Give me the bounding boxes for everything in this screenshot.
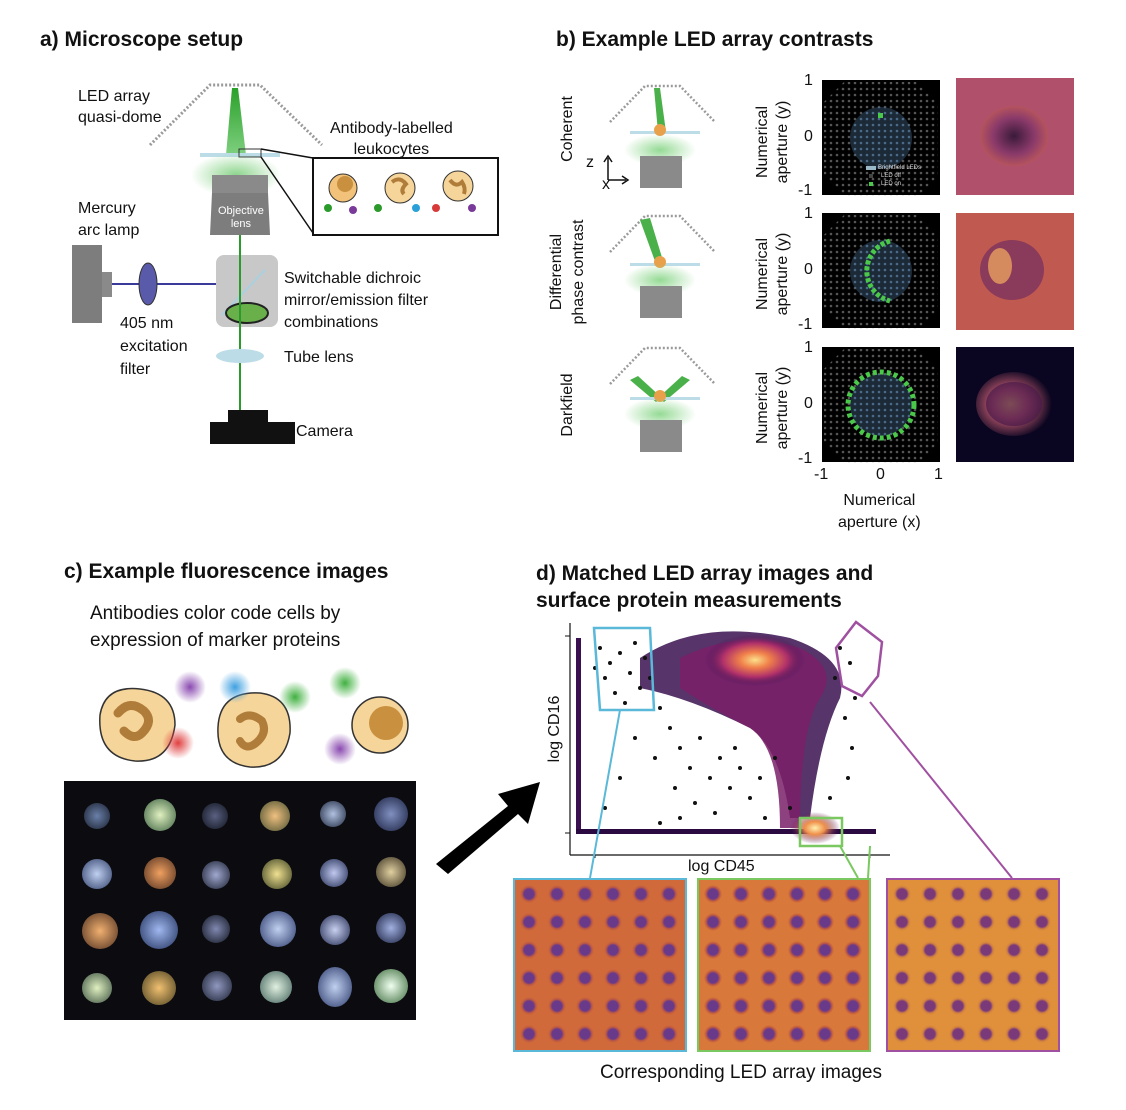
- fluorescence-image-grid: [64, 781, 416, 1020]
- row-label-dpc: Differential phase contrast: [548, 219, 587, 325]
- na-x-label: Numerical aperture (x): [838, 492, 921, 531]
- caption-led-images: Corresponding LED array images: [600, 1062, 882, 1083]
- na-y-label-1: Numerical aperture (y): [754, 100, 791, 184]
- tick-y-1-mid: 0: [804, 128, 813, 145]
- tick-y-1-bot: -1: [798, 182, 813, 199]
- x-axis-label: log CD45: [688, 858, 755, 875]
- na-y-label-2: Numerical aperture (y): [754, 232, 791, 316]
- legend-led-off: LED off: [881, 173, 901, 179]
- led-array-label: LED array quasi-dome: [78, 88, 162, 126]
- na-plots: [822, 80, 940, 463]
- panel-c-subtitle: Antibodies color code cells by expressio…: [90, 603, 341, 651]
- illumination-diagrams: [603, 84, 716, 452]
- purple-gate-image-grid: [886, 878, 1060, 1052]
- panel-d-title: d) Matched LED array images and surface …: [536, 562, 874, 612]
- tick-y-3-bot: -1: [798, 450, 813, 467]
- na-legend: Brightfield LEDs LED off LED on: [866, 164, 938, 188]
- dichroic-label: Switchable dichroic mirror/emission filt…: [284, 270, 429, 331]
- tick-y-1-top: 1: [804, 72, 813, 89]
- antibody-label: Antibody-labelled leukocytes: [330, 120, 453, 158]
- panel-c-title: c) Example fluorescence images: [64, 560, 389, 583]
- row-label-darkfield: Darkfield: [559, 373, 576, 437]
- led-contrast-images: [956, 78, 1074, 462]
- excitation-filter-label: 405 nm excitation filter: [120, 315, 188, 378]
- row-label-coherent: Coherent: [559, 96, 576, 162]
- marker-cells: [99, 667, 409, 768]
- na-y-label-3: Numerical aperture (y): [754, 366, 791, 450]
- tick-x-0: 0: [876, 466, 885, 483]
- camera-label: Camera: [296, 423, 353, 440]
- panel-a-title: a) Microscope setup: [40, 28, 244, 51]
- objective-label: Objective lens: [218, 205, 264, 230]
- tick-x-1: 1: [934, 466, 943, 483]
- green-gate-image-grid: [697, 878, 871, 1052]
- microscope-diagram: [72, 83, 499, 444]
- arrow-icon: [436, 782, 540, 874]
- axis-z-label: z: [586, 154, 594, 171]
- blue-gate-image-grid: [513, 878, 687, 1052]
- tick-y-2-top: 1: [804, 205, 813, 222]
- mercury-lamp-label: Mercury arc lamp: [78, 200, 140, 239]
- tick-y-3-top: 1: [804, 339, 813, 356]
- panel-b-title: b) Example LED array contrasts: [556, 28, 874, 51]
- tube-lens-label: Tube lens: [284, 349, 354, 366]
- axis-x-label: x: [602, 176, 610, 193]
- tick-y-3-mid: 0: [804, 395, 813, 412]
- tick-y-2-mid: 0: [804, 261, 813, 278]
- gate-connectors: [589, 701, 1013, 879]
- scatter-plot: [565, 620, 890, 858]
- legend-led-on: LED on: [881, 181, 902, 187]
- tick-x-neg1: -1: [814, 466, 829, 483]
- tick-y-2-bot: -1: [798, 316, 813, 333]
- legend-brightfield: Brightfield LEDs: [878, 165, 922, 171]
